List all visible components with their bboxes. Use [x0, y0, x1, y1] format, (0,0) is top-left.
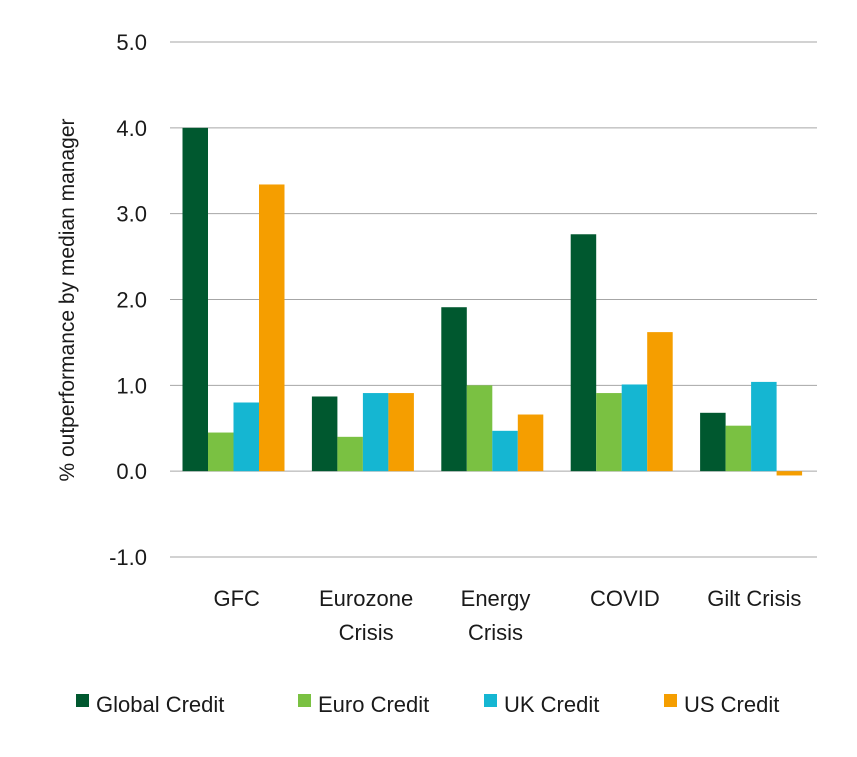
bar [751, 381, 777, 472]
x-tick-label: Gilt Crisis [707, 586, 801, 611]
bar [621, 384, 648, 472]
bar [647, 332, 673, 472]
legend-swatch [664, 694, 677, 707]
bar [208, 432, 234, 472]
x-tick-label: Energy Crisis [461, 586, 531, 645]
legend-label: UK Credit [504, 692, 599, 717]
x-tick-label-line: Crisis [468, 620, 523, 645]
bar [700, 412, 726, 472]
legend-swatch [76, 694, 89, 707]
y-axis-ticks: -1.0 0.0 1.0 2.0 3.0 4.0 5.0 [109, 30, 147, 570]
x-tick-label: Eurozone Crisis [319, 586, 413, 645]
y-tick-label: 1.0 [116, 373, 147, 398]
y-tick-label: -1.0 [109, 545, 147, 570]
x-tick-label-line: COVID [590, 586, 660, 611]
x-tick-label: GFC [213, 586, 260, 611]
y-tick-label: 5.0 [116, 30, 147, 55]
x-tick-label-line: Crisis [339, 620, 394, 645]
y-tick-label: 4.0 [116, 116, 147, 141]
legend-label: US Credit [684, 692, 779, 717]
x-tick-label-line: Gilt Crisis [707, 586, 801, 611]
bar [337, 436, 363, 472]
bars [182, 127, 803, 476]
x-tick-label-line: Energy [461, 586, 531, 611]
bar [466, 385, 493, 472]
bar [388, 393, 414, 472]
y-tick-label: 0.0 [116, 459, 147, 484]
bar [441, 307, 467, 472]
bar [725, 425, 752, 472]
bar [182, 127, 208, 472]
bar [311, 396, 338, 472]
bar [776, 471, 803, 476]
bar [596, 393, 622, 472]
legend: Global Credit Euro Credit UK Credit US Cred… [76, 692, 779, 717]
legend-label: Global Credit [96, 692, 224, 717]
x-axis-ticks: GFC Eurozone Crisis Energy Crisis COVID Gilt C… [213, 586, 801, 645]
bar [492, 430, 518, 472]
bar [259, 184, 285, 472]
y-tick-label: 2.0 [116, 288, 147, 313]
x-tick-label: COVID [590, 586, 660, 611]
y-axis-title: % outperformance by median manager [56, 118, 79, 481]
x-tick-label-line: GFC [213, 586, 260, 611]
bar [362, 393, 389, 472]
bar [517, 414, 544, 472]
x-tick-label-line: Eurozone [319, 586, 413, 611]
legend-swatch [298, 694, 311, 707]
bar [233, 402, 259, 472]
y-tick-label: 3.0 [116, 202, 147, 227]
bar [570, 234, 597, 472]
legend-swatch [484, 694, 497, 707]
legend-label: Euro Credit [318, 692, 429, 717]
